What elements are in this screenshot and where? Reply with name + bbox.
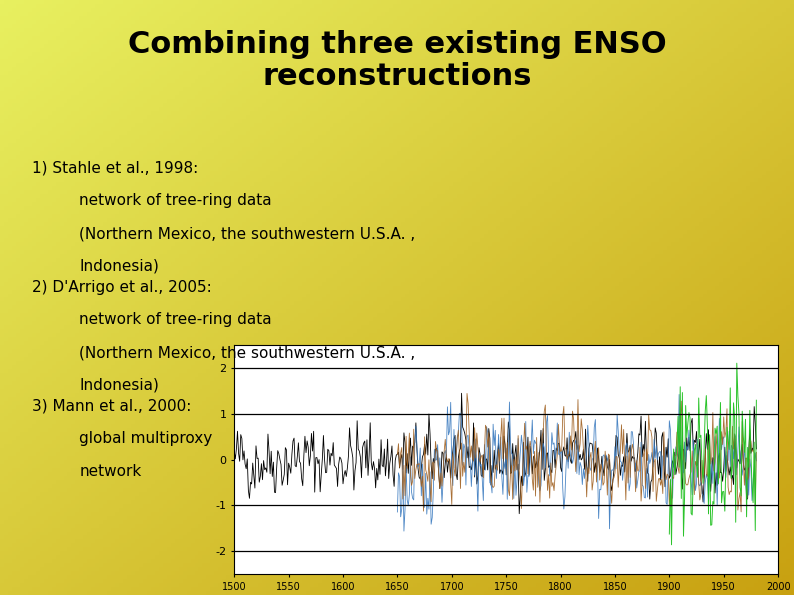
Text: 2) D'Arrigo et al., 2005:: 2) D'Arrigo et al., 2005:: [32, 280, 211, 295]
Text: 3) Mann et al., 2000:: 3) Mann et al., 2000:: [32, 399, 191, 414]
Text: network: network: [79, 464, 141, 479]
Text: Indonesia): Indonesia): [79, 259, 160, 274]
Text: (Northern Mexico, the southwestern U.S.A. ,: (Northern Mexico, the southwestern U.S.A…: [79, 226, 415, 241]
Text: network of tree-ring data: network of tree-ring data: [79, 193, 272, 208]
Text: 1) Stahle et al., 1998:: 1) Stahle et al., 1998:: [32, 161, 198, 176]
Text: Indonesia): Indonesia): [79, 378, 160, 393]
Text: network of tree-ring data: network of tree-ring data: [79, 312, 272, 327]
Text: global multiproxy: global multiproxy: [79, 431, 213, 446]
Text: (Northern Mexico, the southwestern U.S.A. ,: (Northern Mexico, the southwestern U.S.A…: [79, 345, 415, 360]
Text: Combining three existing ENSO
reconstructions: Combining three existing ENSO reconstruc…: [128, 30, 666, 91]
